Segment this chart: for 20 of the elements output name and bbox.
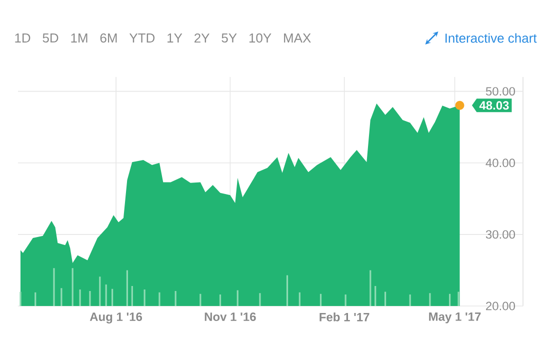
text: 1Y: [168, 34, 182, 42]
text: Interactive chart: [446, 33, 537, 43]
x-tick-label: Aug 1 '16: [90, 312, 142, 324]
annotation: 48.03: [479, 101, 509, 110]
text: 5Y: [222, 33, 237, 43]
y-tick-label: 50.00: [486, 87, 515, 96]
y-tick-label: 40.00: [486, 158, 515, 168]
text: 1D: [15, 34, 30, 42]
text: MAX: [284, 34, 311, 42]
text: 10Y: [249, 33, 272, 43]
text: 1M: [71, 34, 88, 42]
text: 5D: [42, 33, 58, 43]
x-tick-label: May 1 '17: [429, 312, 481, 324]
text: 6M: [100, 33, 117, 43]
text: 2Y: [194, 33, 210, 43]
x-tick-label: Feb 1 '17: [320, 312, 370, 322]
x-tick-label: Nov 1 '16: [204, 312, 256, 322]
y-tick-label: 20.00: [486, 302, 515, 310]
y-tick-label: 30.00: [486, 230, 515, 239]
text: YTD: [129, 34, 155, 42]
